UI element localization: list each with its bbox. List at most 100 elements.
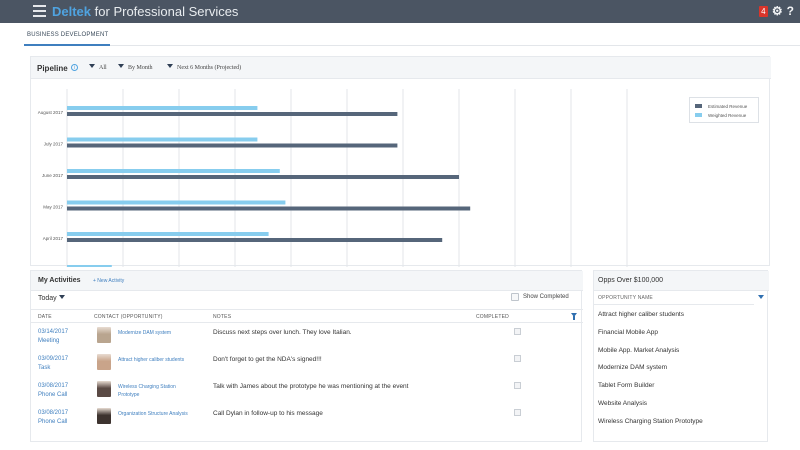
opportunity-item[interactable]: Financial Mobile App: [598, 328, 658, 336]
filter-all-label: All: [99, 65, 107, 71]
top-bar: Deltek for Professional Services 4 ⚙ ?: [0, 0, 800, 23]
table-row: 03/08/2017 Phone Call Wireless Charging St…: [31, 379, 583, 406]
col-notes[interactable]: NOTES: [213, 314, 232, 320]
legend-swatch-weighted: [695, 113, 702, 117]
opportunity-item[interactable]: Modernize DAM system: [598, 364, 667, 372]
legend-weighted: Weighted Revenue: [695, 113, 746, 118]
avatar: [97, 381, 111, 397]
avatar: [97, 354, 111, 370]
new-activity-link[interactable]: + New Activity: [93, 278, 125, 284]
category-label: May 2017: [43, 205, 63, 210]
show-completed-toggle[interactable]: Show Completed: [511, 293, 569, 301]
legend-label-weighted: Weighted Revenue: [708, 113, 747, 118]
bar-weighted-revenue[interactable]: [67, 232, 269, 236]
activity-date-value: 03/09/2017: [38, 356, 69, 362]
activity-contact[interactable]: Modernize DAM system: [118, 330, 172, 336]
activities-title: My Activities: [38, 277, 81, 284]
chart-legend: Estimated Revenue Weighted Revenue: [689, 97, 759, 123]
notification-badge[interactable]: 4: [758, 5, 768, 17]
completed-checkbox[interactable]: [514, 409, 521, 416]
bar-partial: [67, 265, 112, 267]
activity-note: Discuss next steps over lunch. They love…: [213, 329, 352, 336]
activity-note: Talk with James about the prototype he w…: [213, 383, 409, 390]
table-row: 03/14/2017 Meeting Modernize DAM system Dis…: [31, 325, 583, 352]
activity-date[interactable]: 03/08/2017 Phone Call: [38, 382, 68, 400]
completed-checkbox[interactable]: [514, 382, 521, 389]
opps-header: Opps Over $100,000: [594, 271, 769, 291]
activity-contact[interactable]: Wireless Charging Station Prototype: [118, 384, 176, 398]
chevron-down-icon: [89, 64, 95, 68]
period-dropdown[interactable]: Today: [38, 295, 69, 302]
activities-panel: My Activities + New Activity Today Show …: [30, 270, 583, 442]
col-date[interactable]: DATE: [38, 314, 52, 320]
opportunity-item[interactable]: Wireless Charging Station Prototype: [598, 417, 703, 425]
bar-weighted-revenue[interactable]: [67, 200, 286, 205]
opportunity-item[interactable]: Tablet Form Builder: [598, 382, 655, 390]
table-row: 03/09/2017 Task Attract higher caliber stu…: [31, 352, 583, 379]
activity-date-value: 03/14/2017: [38, 329, 69, 335]
pipeline-header: Pipeline i All By Month Next 6 Months (P…: [31, 57, 771, 79]
activity-date[interactable]: 03/09/2017 Task: [38, 355, 68, 373]
category-label: July 2017: [44, 142, 64, 147]
tab-business-development[interactable]: BUSINESS DEVELOPMENT: [27, 32, 109, 38]
menu-icon[interactable]: [33, 5, 46, 17]
activity-date[interactable]: 03/08/2017 Phone Call: [38, 409, 68, 427]
opportunity-item[interactable]: Mobile App. Market Analysis: [598, 346, 680, 354]
legend-estimated: Estimated Revenue: [695, 104, 747, 109]
activity-date-value: 03/08/2017: [38, 383, 69, 389]
avatar: [97, 327, 111, 343]
filter-all[interactable]: All: [89, 64, 107, 71]
tab-bar: BUSINESS DEVELOPMENT: [24, 28, 800, 46]
activities-header: My Activities + New Activity: [31, 271, 583, 291]
bar-estimated-revenue[interactable]: [67, 112, 398, 116]
activity-date[interactable]: 03/14/2017 Meeting: [38, 328, 68, 346]
pipeline-chart: August 2017 July 2017 June 2017 May 2017 Apr…: [38, 89, 628, 267]
category-label: June 2017: [42, 173, 64, 178]
bar-estimated-revenue[interactable]: [67, 175, 459, 179]
col-completed[interactable]: COMPLETED: [476, 314, 509, 320]
period-label: Today: [38, 295, 57, 302]
activity-contact[interactable]: Organization Structure Analysis: [118, 411, 188, 417]
opps-title: Opps Over $100,000: [598, 277, 663, 284]
filter-period-label: Next 6 Months (Projected): [177, 65, 242, 71]
avatar: [97, 408, 111, 424]
legend-label-estimated: Estimated Revenue: [708, 104, 748, 109]
brand-suffix: for Professional Services: [94, 4, 239, 19]
completed-checkbox[interactable]: [514, 355, 521, 362]
bar-estimated-revenue[interactable]: [67, 143, 398, 148]
completed-checkbox[interactable]: [514, 328, 521, 335]
show-completed-checkbox[interactable]: [511, 293, 519, 301]
filter-icon[interactable]: [571, 313, 577, 320]
brand-name: Deltek: [52, 4, 92, 19]
bar-weighted-revenue[interactable]: [67, 169, 280, 173]
opportunity-item[interactable]: Attract higher caliber students: [598, 311, 684, 318]
pipeline-panel: Pipeline i All By Month Next 6 Months (P…: [30, 56, 771, 267]
col-contact[interactable]: CONTACT (OPPORTUNITY): [94, 314, 163, 320]
filter-by-month[interactable]: By Month: [118, 64, 153, 71]
filter-icon[interactable]: [758, 295, 764, 299]
pipeline-title: Pipeline: [37, 64, 68, 73]
help-icon[interactable]: ?: [786, 4, 794, 18]
top-icons: 4 ⚙ ?: [758, 4, 794, 18]
bar-weighted-revenue[interactable]: [67, 137, 258, 142]
chevron-down-icon: [118, 64, 124, 68]
col-opportunity-name[interactable]: OPPORTUNITY NAME: [598, 295, 653, 301]
bar-estimated-revenue[interactable]: [67, 238, 443, 242]
bar-weighted-revenue[interactable]: [67, 106, 258, 110]
activity-contact[interactable]: Attract higher caliber students: [118, 357, 185, 363]
activity-date-value: 03/08/2017: [38, 410, 69, 416]
filter-period[interactable]: Next 6 Months (Projected): [167, 64, 241, 71]
active-tab-indicator: [24, 44, 110, 46]
legend-swatch-estimated: [695, 104, 702, 108]
activity-type: Task: [38, 365, 51, 371]
activity-type: Meeting: [38, 338, 60, 344]
info-icon[interactable]: i: [71, 64, 78, 71]
opps-table-header: OPPORTUNITY NAME: [594, 291, 754, 305]
activities-table-header: DATE CONTACT (OPPORTUNITY) NOTES COMPLET…: [31, 309, 583, 323]
opportunity-item[interactable]: Website Analysis: [598, 400, 648, 407]
bar-estimated-revenue[interactable]: [67, 206, 471, 211]
activity-note: Don't forget to get the NDA's signed!!!: [213, 356, 322, 363]
activity-note: Call Dylan in follow-up to his message: [213, 410, 323, 417]
gear-icon[interactable]: ⚙: [771, 4, 783, 18]
filter-by-month-label: By Month: [128, 65, 153, 71]
